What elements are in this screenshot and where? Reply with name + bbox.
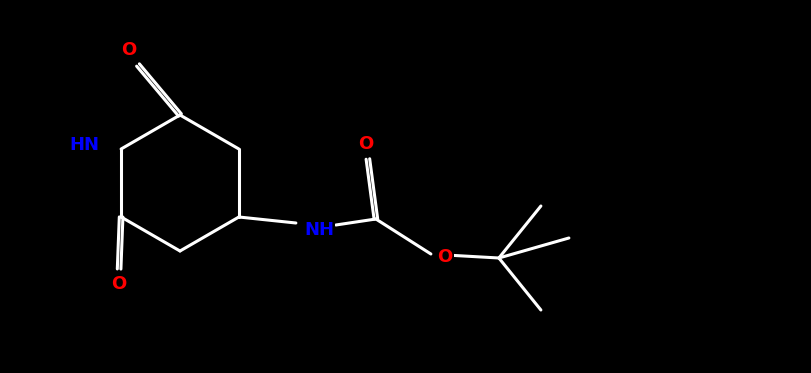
Text: HN: HN <box>69 136 99 154</box>
Text: O: O <box>437 248 452 266</box>
Text: O: O <box>358 135 373 153</box>
Text: NH: NH <box>303 221 333 239</box>
Text: O: O <box>111 275 127 293</box>
Text: O: O <box>121 41 136 59</box>
